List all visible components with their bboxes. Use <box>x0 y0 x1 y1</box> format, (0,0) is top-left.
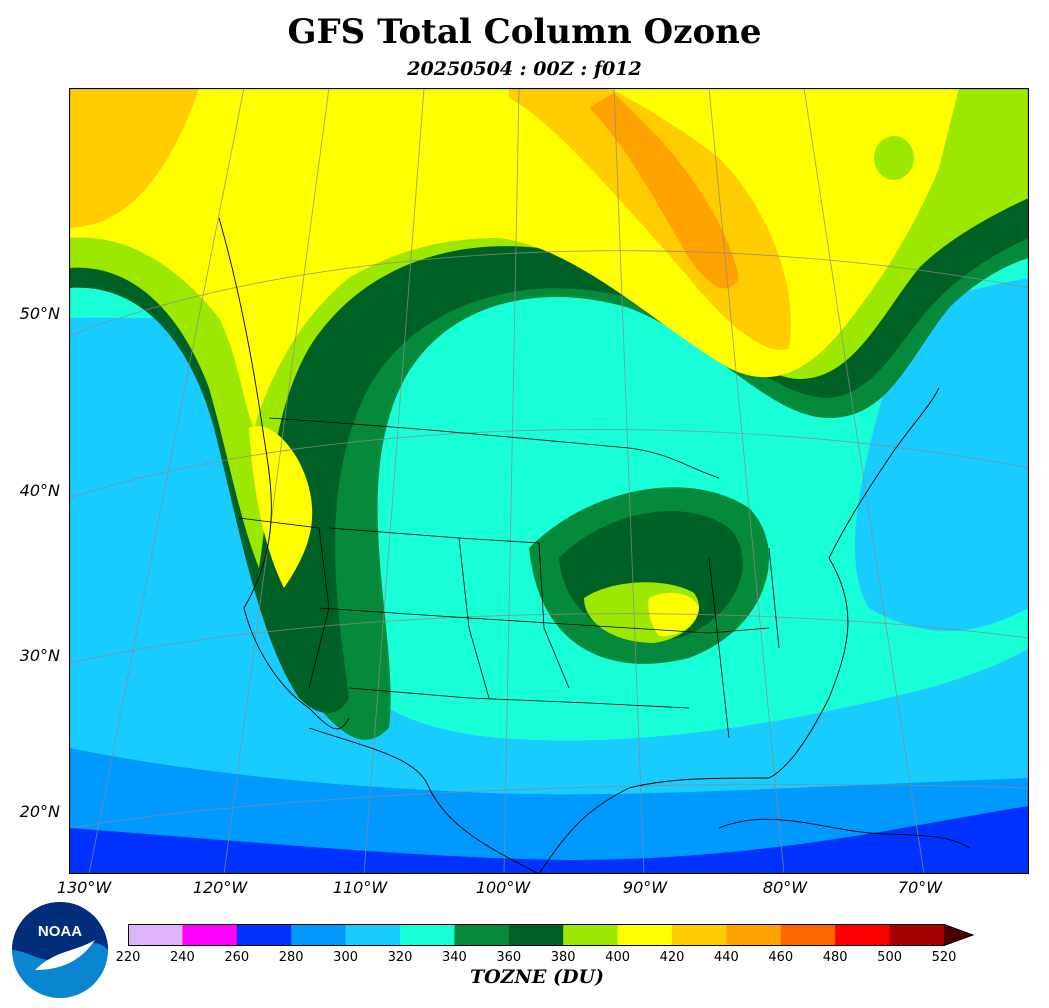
lon-label-70w: 70°W <box>897 878 943 897</box>
colorbar-segment <box>236 924 292 946</box>
colorbar-segment <box>400 924 455 946</box>
lon-label-130w: 130°W <box>56 878 112 897</box>
ozone-band-280 <box>69 748 1029 874</box>
lon-label-80w: 80°W <box>762 878 808 897</box>
lon-label-90w: 90°W <box>622 878 668 897</box>
colorbar-tick-label: 240 <box>169 950 195 965</box>
colorbar-tick-label: 320 <box>387 950 413 965</box>
colorbar-segment <box>508 924 564 946</box>
ozone-band-420-nw <box>69 88 199 228</box>
colorbar-tick-label: 480 <box>822 950 848 965</box>
colorbar-tick-label: 300 <box>333 950 358 965</box>
ozone-band-440 <box>589 93 739 289</box>
colorbar-tick-label: 360 <box>496 950 522 965</box>
colorbar-segment <box>128 924 183 946</box>
colorbar-tick-label: 500 <box>877 950 902 965</box>
lat-label-40n: 40°N <box>19 481 60 500</box>
colorbar-segment <box>454 924 510 946</box>
colorbar-segment <box>182 924 238 946</box>
borders <box>238 417 780 739</box>
colorbar-segment <box>563 924 619 946</box>
colorbar-tick-label: 420 <box>659 950 685 965</box>
ozone-band-300-west <box>69 336 169 678</box>
colorbar-label: TOZNE (DU) <box>469 966 605 988</box>
ozone-map <box>69 88 1029 874</box>
noaa-logo: NOAA <box>11 901 109 999</box>
graticule <box>69 88 1029 874</box>
lat-label-30n: 30°N <box>19 646 60 665</box>
colorbar-segment <box>672 924 727 946</box>
colorbar-tick-label: 220 <box>115 950 141 965</box>
lon-label-120w: 120°W <box>192 878 248 897</box>
colorbar-segment <box>617 924 673 946</box>
noaa-logo-text: NOAA <box>38 923 82 940</box>
colorbar-segment <box>780 924 836 946</box>
colorbar-tick-label: 520 <box>931 950 957 965</box>
ozone-band-260 <box>69 806 1029 874</box>
colorbar-tick-label: 440 <box>713 950 739 965</box>
colorbar-segment <box>291 924 347 946</box>
ozone-blob-northeast <box>874 136 914 180</box>
colorbar-tick-label: 380 <box>550 950 576 965</box>
map-subtitle: 20250504 : 00Z : f012 <box>407 58 642 80</box>
ozone-band-400-coast <box>249 426 313 588</box>
colorbar-segment <box>835 924 891 946</box>
coastlines <box>218 217 970 874</box>
lon-label-110w: 110°W <box>332 878 388 897</box>
colorbar <box>128 924 974 946</box>
lat-label-20n: 20°N <box>19 802 60 821</box>
colorbar-tick-label: 280 <box>278 950 304 965</box>
colorbar-extend-arrow <box>944 924 974 946</box>
colorbar-segment <box>889 924 945 946</box>
colorbar-segment <box>726 924 782 946</box>
ozone-band-400-midwest <box>648 592 699 637</box>
map-frame <box>69 88 1029 874</box>
colorbar-tick-label: 260 <box>224 950 250 965</box>
lat-label-50n: 50°N <box>19 304 60 323</box>
colorbar-segment <box>345 924 401 946</box>
colorbar-tick-label: 340 <box>441 950 467 965</box>
colorbar-tick-label: 400 <box>605 950 630 965</box>
colorbar-outline <box>128 924 974 946</box>
colorbar-tick-label: 460 <box>768 950 794 965</box>
map-title: GFS Total Column Ozone <box>287 12 762 52</box>
ozone-band-400 <box>69 88 959 428</box>
lon-label-100w: 100°W <box>475 878 531 897</box>
